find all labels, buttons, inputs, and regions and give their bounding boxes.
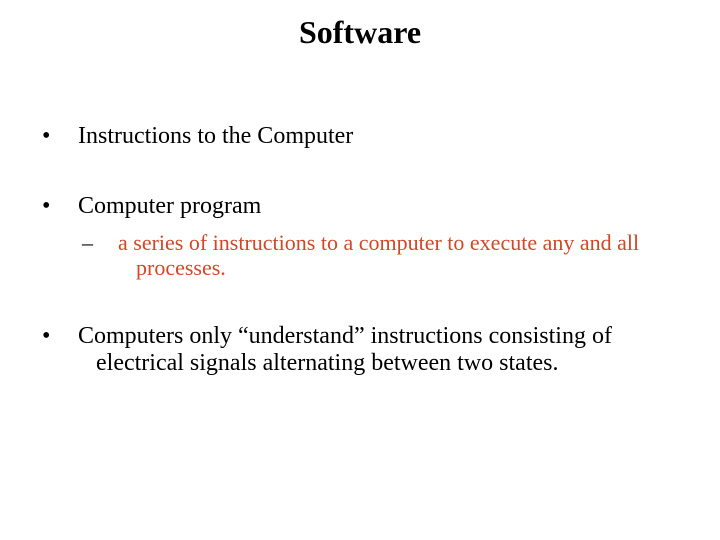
slide: Software •Instructions to the Computer •… xyxy=(0,0,720,540)
sub-bullet-text: a series of instructions to a computer t… xyxy=(118,230,639,280)
bullet-item: •Computers only “understand” instruction… xyxy=(78,323,670,378)
bullet-text: Computers only “understand” instructions… xyxy=(78,323,612,377)
slide-body: •Instructions to the Computer •Computer … xyxy=(0,51,720,378)
bullet-dot-icon: • xyxy=(60,323,78,351)
bullet-item: •Computer program xyxy=(78,193,670,221)
sub-bullet-item: –a series of instructions to a computer … xyxy=(118,230,670,281)
bullet-text: Computer program xyxy=(78,193,261,219)
bullet-dot-icon: • xyxy=(60,123,78,151)
bullet-dot-icon: • xyxy=(60,193,78,221)
slide-title: Software xyxy=(0,0,720,51)
bullet-dash-icon: – xyxy=(100,230,118,255)
bullet-text: Instructions to the Computer xyxy=(78,123,353,149)
bullet-item: •Instructions to the Computer xyxy=(78,123,670,151)
